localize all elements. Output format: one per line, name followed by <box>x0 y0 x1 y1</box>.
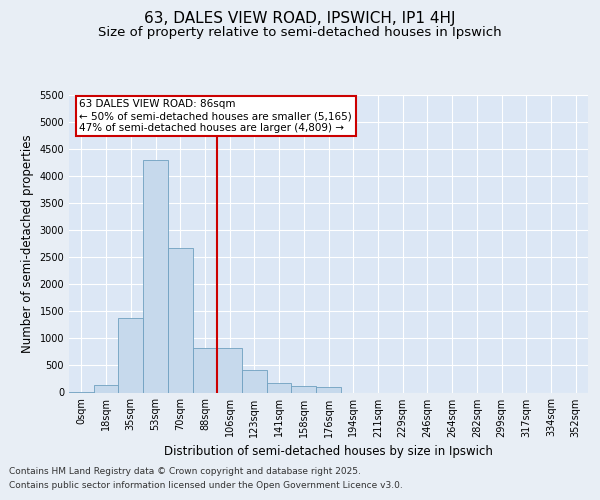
Text: Contains public sector information licensed under the Open Government Licence v3: Contains public sector information licen… <box>9 481 403 490</box>
Text: 63 DALES VIEW ROAD: 86sqm
← 50% of semi-detached houses are smaller (5,165)
47% : 63 DALES VIEW ROAD: 86sqm ← 50% of semi-… <box>79 100 352 132</box>
Bar <box>118 318 143 392</box>
Bar <box>316 388 341 392</box>
Bar <box>168 248 193 392</box>
X-axis label: Distribution of semi-detached houses by size in Ipswich: Distribution of semi-detached houses by … <box>164 445 493 458</box>
Y-axis label: Number of semi-detached properties: Number of semi-detached properties <box>21 134 34 353</box>
Bar <box>217 348 242 393</box>
Bar <box>242 370 267 392</box>
Bar <box>193 348 217 393</box>
Text: Size of property relative to semi-detached houses in Ipswich: Size of property relative to semi-detach… <box>98 26 502 39</box>
Bar <box>267 383 292 392</box>
Bar <box>94 386 118 392</box>
Bar <box>292 386 316 392</box>
Bar <box>143 160 168 392</box>
Text: 63, DALES VIEW ROAD, IPSWICH, IP1 4HJ: 63, DALES VIEW ROAD, IPSWICH, IP1 4HJ <box>144 11 456 26</box>
Text: Contains HM Land Registry data © Crown copyright and database right 2025.: Contains HM Land Registry data © Crown c… <box>9 467 361 476</box>
